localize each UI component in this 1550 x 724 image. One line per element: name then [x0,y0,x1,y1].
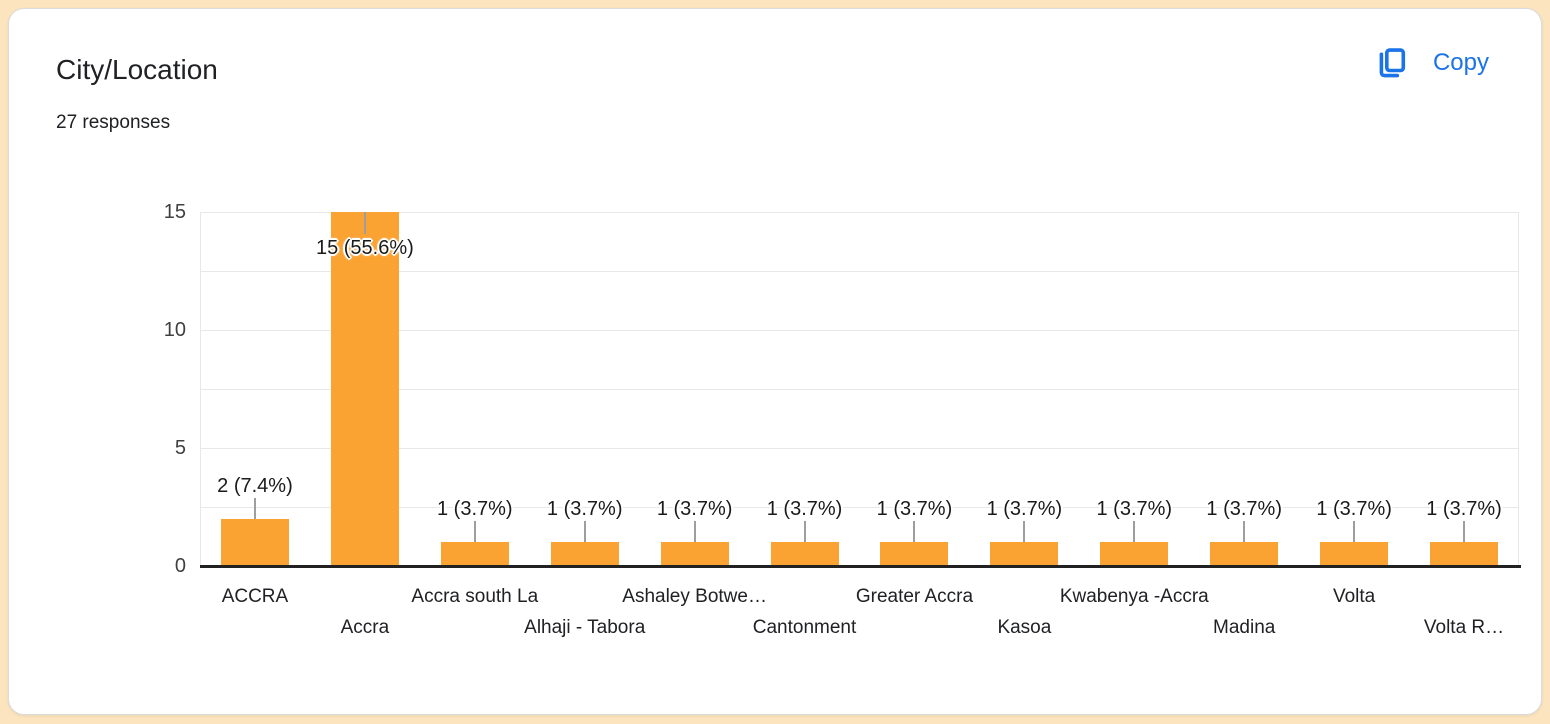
bar-annotation-stem [693,521,696,543]
bar-annotation-stem [1243,521,1246,543]
page-title: City/Location [56,54,218,85]
x-axis-category-label: Kasoa [997,617,1052,638]
gridline [200,211,1519,213]
bar-value-label: 1 (3.7%) [1316,498,1392,521]
bar [770,542,839,566]
x-axis-category-label: Cantonment [752,617,857,638]
bar-value-label: 1 (3.7%) [986,498,1063,521]
bar-annotation-stem [803,521,806,543]
bar-value-label: 1 (3.7%) [656,498,733,521]
bar-annotation-stem [1023,521,1026,543]
bar [440,542,509,566]
response-count: 27 responses [56,112,171,133]
bar-annotation-stem [253,497,256,519]
y-axis-tick-label: 15 [163,201,186,223]
x-axis-category-label: Accra [340,617,390,638]
x-axis-category-label: Alhaji - Tabora [524,617,646,638]
bar-annotation-stem [1353,521,1356,543]
bar-annotation-stem [473,521,476,543]
x-axis-category-label: Kwabenya -Accra [1059,586,1209,607]
bar [990,542,1059,566]
x-axis-category-label: Volta [1332,586,1376,607]
bar [550,542,619,566]
gridline [200,270,1519,272]
bar-annotation-stem [583,521,586,543]
gridline [200,329,1519,331]
bar [1210,542,1279,566]
bar [330,212,399,566]
x-axis-category-label: Accra south La [411,586,539,607]
bar-value-label: 1 (3.7%) [436,498,513,521]
bar [660,542,729,566]
copy-button[interactable]: Copy [1373,45,1489,81]
x-axis-category-label: ACCRA [221,586,289,607]
plot-right-edge [1518,212,1519,566]
bar [880,542,949,566]
bar-chart: 0 5 10 15 2 (7.4%) 15 (55.6%) 1 (3.7%) 1 (3.7%)… [9,9,1541,714]
y-axis-tick-label: 5 [174,437,186,459]
bar [1100,542,1169,566]
chart-card: City/Location 27 responses Copy 0 5 10 15 2 … [8,8,1542,715]
x-axis-category-label: Ashaley Botwe… [622,586,767,607]
copy-icon [1373,45,1409,81]
bar-value-label: 2 (7.4%) [217,474,293,497]
bar-annotation-stem [363,212,366,234]
bar-value-label: 1 (3.7%) [766,498,843,521]
bar-value-label: 1 (3.7%) [1426,498,1502,521]
bar-annotation-stem [1133,521,1136,543]
bar [1430,542,1499,566]
y-axis-tick-label: 10 [163,319,186,341]
x-axis-category-label: Greater Accra [855,586,974,607]
copy-button-label: Copy [1432,49,1489,76]
y-axis-tick-label: 0 [174,555,186,577]
bar [220,518,289,566]
bar-value-label: 1 (3.7%) [1096,498,1173,521]
bar-value-label: 1 (3.7%) [1206,498,1282,521]
plot-left-edge [200,212,201,566]
bar-annotation-stem [1463,521,1466,543]
bar-value-label: 15 (55.6%) [315,237,414,259]
x-axis-baseline [200,565,1521,568]
gridline [200,388,1519,390]
x-axis-category-label: Volta R… [1423,617,1505,638]
gridline [200,506,1519,508]
x-axis-category-label: Madina [1213,617,1276,638]
bar [1320,542,1389,566]
gridline [200,447,1519,449]
bar-value-label: 1 (3.7%) [546,498,623,521]
bar-annotation-stem [913,521,916,543]
bar-value-label: 1 (3.7%) [876,498,953,521]
